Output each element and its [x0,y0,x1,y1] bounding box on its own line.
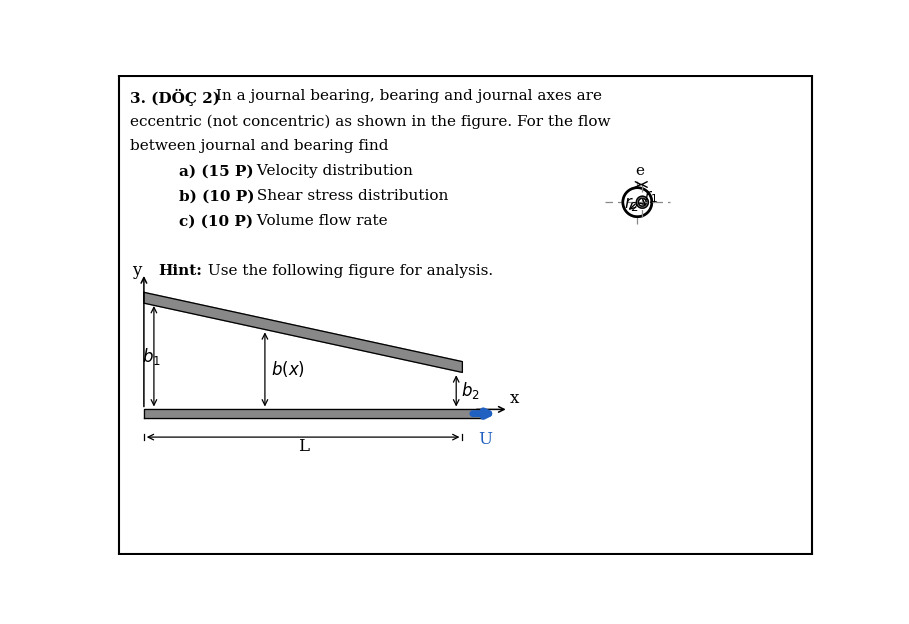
Text: U: U [478,431,492,447]
Text: Velocity distribution: Velocity distribution [252,164,413,178]
Text: eccentric (not concentric) as shown in the figure. For the flow: eccentric (not concentric) as shown in t… [130,114,611,129]
Polygon shape [144,409,484,418]
Text: e: e [635,164,644,178]
Text: y: y [133,262,142,280]
Text: $b_2$: $b_2$ [461,381,480,401]
Polygon shape [623,187,653,217]
Text: a) (15 P): a) (15 P) [179,164,254,178]
Text: b) (10 P): b) (10 P) [179,189,255,203]
Text: x: x [510,390,519,407]
Text: In a journal bearing, bearing and journal axes are: In a journal bearing, bearing and journa… [211,89,602,104]
Text: between journal and bearing find: between journal and bearing find [130,139,388,154]
Text: 3. (DÖÇ 2): 3. (DÖÇ 2) [130,89,220,107]
Text: $r_1$: $r_1$ [644,188,658,205]
Text: $b_1$: $b_1$ [143,346,161,367]
Text: Volume flow rate: Volume flow rate [252,214,387,228]
Text: Use the following figure for analysis.: Use the following figure for analysis. [203,264,493,278]
Polygon shape [624,188,652,217]
Text: c) (10 P): c) (10 P) [179,214,253,228]
Text: Shear stress distribution: Shear stress distribution [252,189,448,203]
Polygon shape [638,198,646,206]
Text: $r_2$: $r_2$ [624,195,639,213]
Polygon shape [144,292,463,373]
Polygon shape [636,196,648,208]
Text: L: L [297,438,309,455]
Text: Hint:: Hint: [158,264,202,278]
Text: $b(x)$: $b(x)$ [271,359,305,379]
